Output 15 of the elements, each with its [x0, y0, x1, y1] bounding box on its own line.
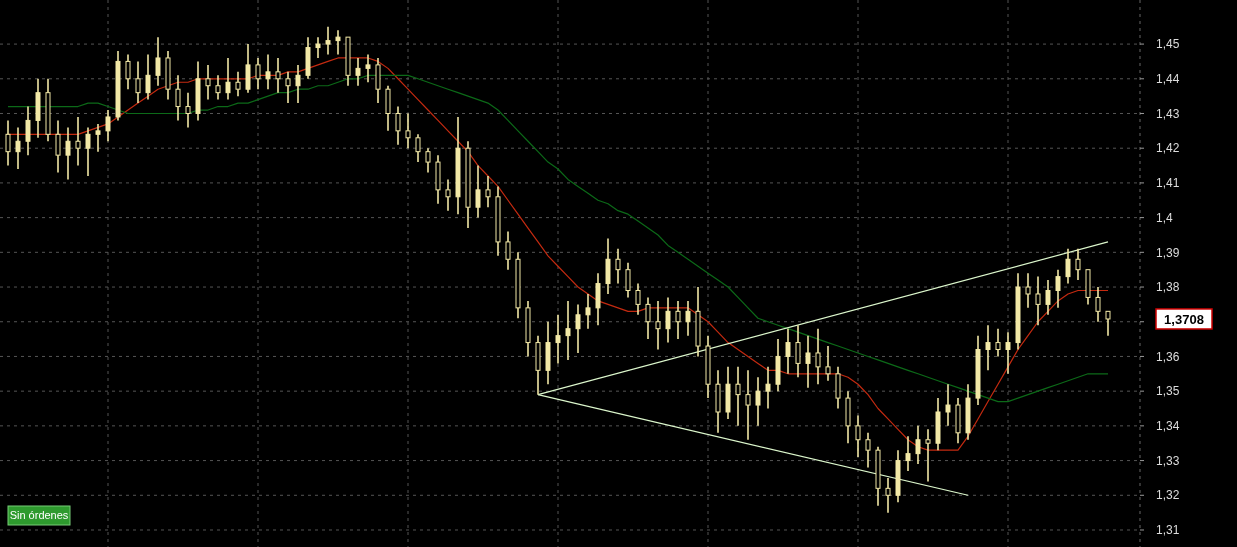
y-tick-label: 1,38: [1156, 280, 1180, 295]
y-tick-label: 1,45: [1156, 37, 1180, 52]
y-tick-label: 1,34: [1156, 419, 1180, 434]
y-tick-label: 1,35: [1156, 384, 1180, 399]
y-tick-label: 1,44: [1156, 71, 1180, 86]
y-tick-label: 1,4: [1156, 210, 1174, 225]
y-tick-label: 1,43: [1156, 106, 1180, 121]
y-tick-label: 1,39: [1156, 245, 1180, 260]
y-tick-label: 1,32: [1156, 488, 1180, 503]
y-tick-label: 1,31: [1156, 523, 1180, 538]
y-tick-label: 1,36: [1156, 349, 1180, 364]
y-tick-label: 1,41: [1156, 176, 1180, 191]
y-tick-label: 1,42: [1156, 141, 1180, 156]
y-tick-label: 1,33: [1156, 453, 1180, 468]
text: 1,3708: [1164, 311, 1204, 327]
